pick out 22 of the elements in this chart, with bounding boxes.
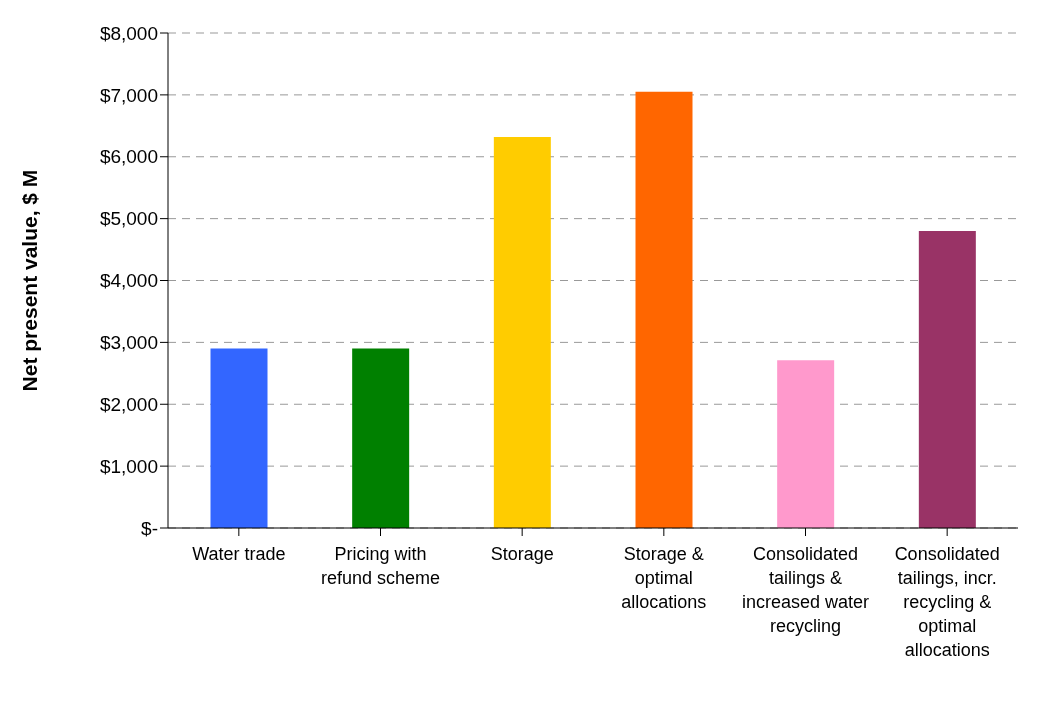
y-tick-label: $5,000 [99,208,158,230]
y-tick-label: $3,000 [99,332,158,354]
y-tick-label: $- [141,517,158,539]
x-tick-label: Consolidated tailings & increased water recycling [741,544,870,636]
x-tick-label: Storage [490,544,554,564]
x-tick-label: Consolidated tailings, incr. recycling & optimal allocations [894,544,1000,660]
y-tick-label: $4,000 [99,270,158,292]
bar [635,91,693,528]
y-tick-label: $8,000 [99,22,158,44]
x-tick-label: Storage & optimal allocations [621,544,707,612]
bar [493,136,551,528]
x-tick-label: Water trade [192,544,286,564]
y-axis-title: Net present value, $ M [18,169,42,392]
bar [918,231,976,528]
x-tick-label: Pricing with refund scheme [320,544,441,588]
bar [352,348,410,528]
y-tick-label: $1,000 [99,455,158,477]
y-tick-label: $7,000 [99,84,158,106]
y-tick-label: $2,000 [99,393,158,415]
bar [777,360,835,528]
bar [210,348,268,528]
y-tick-label: $6,000 [99,146,158,168]
